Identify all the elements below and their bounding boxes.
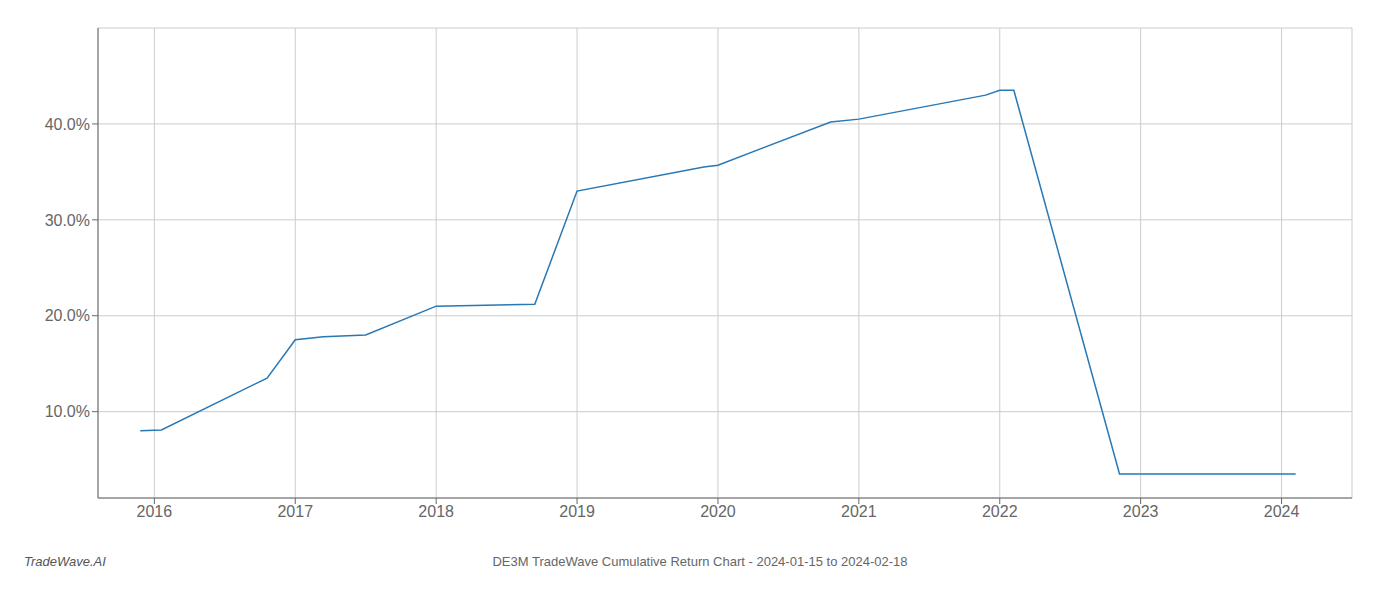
svg-text:10.0%: 10.0% bbox=[45, 403, 90, 420]
html-text:DE3M TradeWave Cumulative Retu: DE3M TradeWave Cumulative Return Chart -… bbox=[492, 554, 908, 569]
svg-text:40.0%: 40.0% bbox=[45, 116, 90, 133]
svg-text:2024: 2024 bbox=[1264, 503, 1300, 520]
svg-text:2018: 2018 bbox=[418, 503, 454, 520]
svg-text:2016: 2016 bbox=[137, 503, 173, 520]
svg-text:20.0%: 20.0% bbox=[45, 307, 90, 324]
svg-text:2021: 2021 bbox=[841, 503, 877, 520]
svg-text:2019: 2019 bbox=[559, 503, 595, 520]
html-text:TradeWave.AI: TradeWave.AI bbox=[24, 554, 106, 569]
svg-text:2023: 2023 bbox=[1123, 503, 1159, 520]
svg-text:2022: 2022 bbox=[982, 503, 1018, 520]
svg-text:2020: 2020 bbox=[700, 503, 736, 520]
svg-text:30.0%: 30.0% bbox=[45, 212, 90, 229]
svg-text:2017: 2017 bbox=[277, 503, 313, 520]
